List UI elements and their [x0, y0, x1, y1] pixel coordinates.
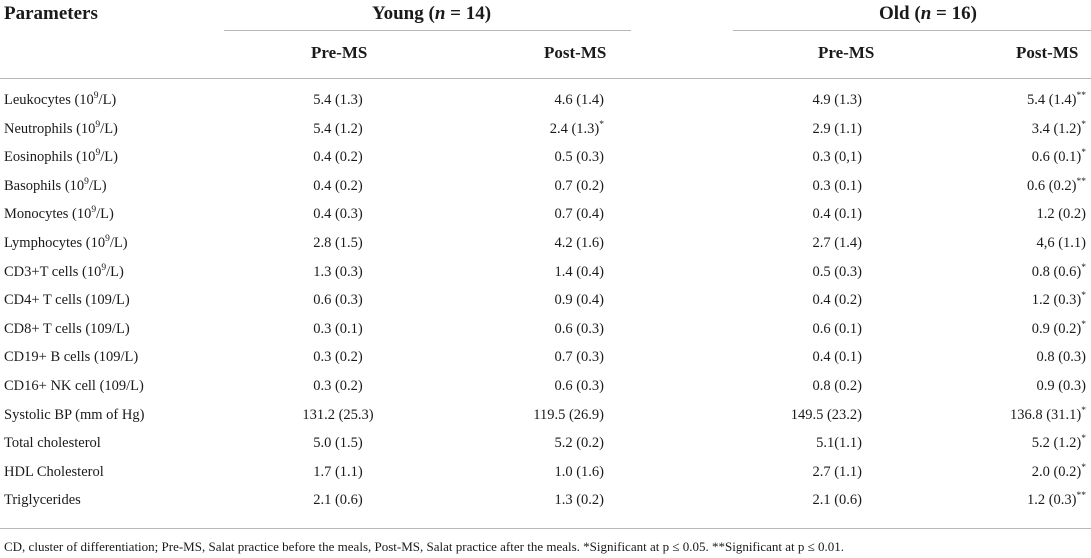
table-row: Neutrophils (109/L) 5.4 (1.2) 2.4 (1.3)* 2.…: [4, 119, 1086, 137]
significance-mark: *: [1081, 405, 1086, 416]
table-row: Triglycerides 2.1 (0.6) 1.3 (0.2) 2.1 (0.6)…: [4, 491, 1087, 509]
row-label: Monocytes (109/L): [4, 205, 114, 223]
significance-mark: *: [1081, 319, 1086, 330]
row-label: CD19+ B cells (109/L): [4, 349, 139, 366]
row-label: CD4+ T cells (109/L): [4, 292, 130, 309]
table-row: CD4+ T cells (109/L) 0.6 (0.3) 0.9 (0.4) 0.…: [4, 291, 1086, 309]
significance-mark: *: [1081, 291, 1086, 302]
table-row: CD16+ NK cell (109/L) 0.3 (0.2) 0.6 (0.3) 0…: [4, 378, 1086, 394]
row-label: Lymphocytes (109/L): [4, 234, 128, 251]
significance-mark: *: [1081, 262, 1086, 273]
table-row: Eosinophils (109/L) 0.4 (0.2) 0.5 (0.3) 0.3…: [4, 148, 1086, 166]
row-label: CD8+ T cells (109/L): [4, 320, 130, 337]
row-label: Eosinophils (109/L): [4, 148, 118, 166]
significance-mark: **: [1076, 491, 1087, 502]
table-row: Systolic BP (mm of Hg) 131.2 (25.3) 119.5 …: [4, 405, 1086, 423]
row-label: Basophils (109/L): [4, 176, 107, 194]
subheader-old-pre: Pre-MS: [818, 43, 875, 62]
row-label: HDL Cholesterol: [4, 463, 104, 480]
significance-mark: **: [1076, 91, 1087, 102]
table-row: CD19+ B cells (109/L) 0.3 (0.2) 0.7 (0.3) 0…: [4, 349, 1086, 366]
table-footnote: CD, cluster of differentiation; Pre-MS, …: [4, 539, 845, 554]
row-label: Neutrophils (109/L): [4, 119, 118, 137]
row-label: Total cholesterol: [4, 435, 101, 452]
significance-mark: *: [1081, 148, 1086, 159]
row-label: CD16+ NK cell (109/L): [4, 378, 144, 394]
subheader-young-pre: Pre-MS: [311, 43, 368, 62]
header-young-group: Young (n = 14): [372, 3, 492, 24]
young-group-rule: [224, 30, 631, 31]
table-row: CD8+ T cells (109/L) 0.3 (0.1) 0.6 (0.3) 0.…: [4, 319, 1086, 337]
table-row: Basophils (109/L) 0.4 (0.2) 0.7 (0.2) 0.3 (…: [4, 176, 1087, 194]
significance-mark: *: [1081, 434, 1086, 445]
table-bottom-rule: [0, 528, 1091, 529]
table-row: Monocytes (109/L) 0.4 (0.3) 0.7 (0.4) 0.4 (…: [4, 205, 1086, 223]
header-bottom-rule: [0, 78, 1091, 79]
row-label: CD3+T cells (109/L): [4, 262, 124, 280]
row-label: Leukocytes (109/L): [4, 91, 117, 108]
table-row: Total cholesterol 5.0 (1.5) 5.2 (0.2) 5.1(1…: [4, 434, 1086, 452]
row-label: Triglycerides: [4, 492, 81, 509]
table-row: Leukocytes (109/L) 5.4 (1.3) 4.6 (1.4) 4.9 …: [4, 91, 1087, 108]
significance-mark: *: [599, 119, 604, 130]
significance-mark: **: [1076, 176, 1087, 187]
significance-mark: *: [1081, 462, 1086, 473]
table-row: CD3+T cells (109/L) 1.3 (0.3) 1.4 (0.4) 0.5…: [4, 262, 1086, 280]
header-parameters: Parameters: [4, 3, 98, 24]
table-row: HDL Cholesterol 1.7 (1.1) 1.0 (1.6) 2.7 (1.…: [4, 462, 1086, 480]
header-old-group: Old (n = 16): [879, 3, 977, 24]
subheader-old-post: Post-MS: [1016, 43, 1079, 62]
row-label: Systolic BP (mm of Hg): [4, 406, 145, 423]
old-group-rule: [733, 30, 1091, 31]
table-row: Lymphocytes (109/L) 2.8 (1.5) 4.2 (1.6) 2.7…: [4, 234, 1086, 251]
significance-mark: *: [1081, 119, 1086, 130]
subheader-young-post: Post-MS: [544, 43, 607, 62]
